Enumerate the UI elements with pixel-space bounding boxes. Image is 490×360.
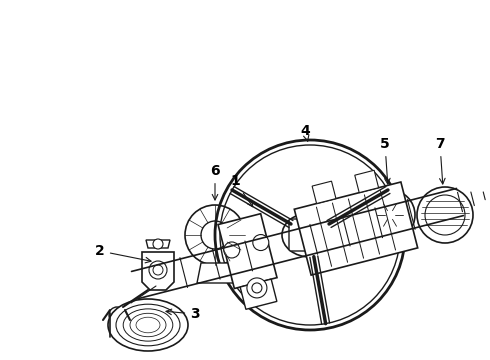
Text: 5: 5 [380,137,390,184]
Polygon shape [312,181,336,203]
Circle shape [153,239,163,249]
FancyBboxPatch shape [289,219,331,251]
Circle shape [149,261,167,279]
Polygon shape [240,279,277,309]
Polygon shape [142,252,174,290]
Polygon shape [197,263,233,283]
Text: 1: 1 [230,174,253,207]
Ellipse shape [108,299,188,351]
Polygon shape [146,240,170,248]
Circle shape [247,278,267,298]
Circle shape [109,307,125,323]
Polygon shape [294,182,417,275]
Text: 7: 7 [435,137,445,184]
Text: 4: 4 [300,124,310,141]
Ellipse shape [282,213,338,257]
Circle shape [224,242,240,258]
Circle shape [253,235,269,251]
Polygon shape [355,170,379,193]
Text: 2: 2 [95,244,151,263]
Polygon shape [218,214,277,288]
Text: 6: 6 [210,164,220,200]
Text: 3: 3 [166,307,200,321]
